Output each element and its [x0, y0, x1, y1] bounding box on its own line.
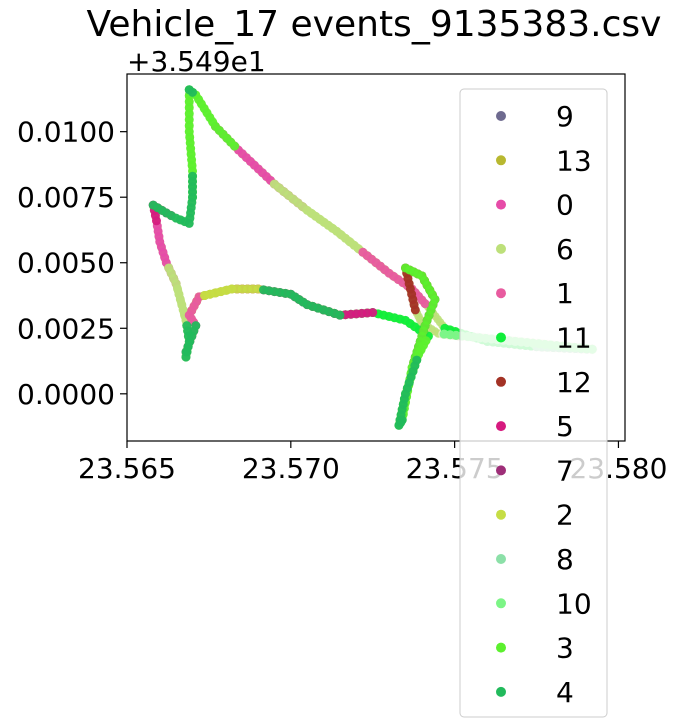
data-point-3: [230, 142, 239, 151]
y-offset-text: +3.549e1: [127, 45, 266, 78]
data-point-6: [164, 263, 173, 272]
data-point-4: [182, 321, 191, 330]
data-point-4: [188, 172, 197, 181]
legend-marker-2: [496, 510, 506, 520]
legend-marker-11: [496, 333, 506, 343]
legend-label: 6: [556, 233, 574, 266]
y-axis: 0.0000 0.0025 0.0050 0.0075 0.0100: [17, 116, 127, 411]
chart-title: Vehicle_17 events_9135383.csv: [87, 4, 662, 45]
data-point-4: [259, 285, 268, 294]
legend-marker-12: [496, 377, 506, 387]
y-tick-label: 0.0100: [17, 116, 115, 149]
legend-marker-10: [496, 598, 506, 608]
legend-marker-3: [496, 643, 506, 653]
legend-label: 4: [556, 676, 574, 709]
data-point-4: [188, 88, 197, 97]
legend-label: 0: [556, 189, 574, 222]
legend-label: 7: [556, 454, 574, 487]
data-point-4: [412, 356, 421, 365]
legend-label: 5: [556, 410, 574, 443]
legend-marker-5: [496, 421, 506, 431]
legend-marker-6: [496, 244, 506, 254]
y-tick-label: 0.0050: [17, 247, 115, 280]
x-tick-label: 23.565: [78, 452, 176, 485]
data-point-3: [421, 336, 430, 345]
legend-marker-7: [496, 465, 506, 475]
legend-label: 12: [556, 366, 592, 399]
legend-label: 10: [556, 587, 592, 620]
legend-label: 8: [556, 543, 574, 576]
legend-marker-0: [496, 200, 506, 210]
legend-label: 9: [556, 100, 574, 133]
legend-marker-13: [496, 155, 506, 165]
legend-box: [460, 89, 607, 717]
data-point-10: [440, 330, 449, 339]
legend-marker-8: [496, 554, 506, 564]
legend-marker-1: [496, 288, 506, 298]
y-tick-label: 0.0025: [17, 312, 115, 345]
legend-label: 3: [556, 632, 574, 665]
legend-label: 11: [556, 322, 592, 355]
legend-label: 1: [556, 277, 574, 310]
data-point-2: [200, 291, 209, 300]
y-tick-label: 0.0000: [17, 378, 115, 411]
legend-marker-9: [496, 111, 506, 121]
legend-marker-4: [496, 687, 506, 697]
y-tick-label: 0.0075: [17, 181, 115, 214]
legend-label: 2: [556, 499, 574, 532]
legend-label: 13: [556, 144, 592, 177]
x-tick-label: 23.570: [242, 452, 340, 485]
